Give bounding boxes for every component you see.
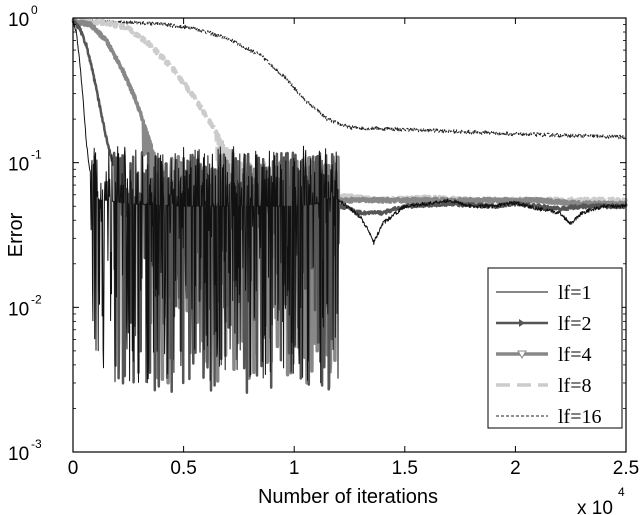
series-line-lf-16 [72, 19, 627, 140]
x-axis-title: Number of iterations [258, 486, 438, 508]
x-tick-label: 0.5 [170, 458, 196, 479]
legend-label-lf-1: lf=1 [558, 282, 592, 304]
y-tick-label-exp: -3 [31, 437, 42, 451]
legend-label-lf-4: lf=4 [558, 344, 592, 366]
y-tick-label-base: 10 [8, 10, 29, 31]
legend-marker-lf-2 [519, 319, 525, 327]
y-axis-title: Error [5, 212, 27, 257]
legend-box [487, 267, 623, 429]
x-tick-label: 0 [68, 458, 79, 479]
x-tick-label: 2 [510, 458, 521, 479]
legend-marker-lf-4 [517, 350, 527, 360]
x-multiplier-label: x 10 [577, 498, 613, 515]
y-tick-label-base: 10 [8, 299, 29, 320]
y-tick-label-base: 10 [8, 155, 29, 176]
y-tick-label-exp: -2 [31, 292, 42, 306]
x-tick-label: 1 [289, 458, 300, 479]
legend-label-lf-8: lf=8 [558, 375, 592, 397]
y-tick-label-base: 10 [8, 444, 29, 465]
series-layer [71, 17, 628, 395]
y-tick-label-exp: -1 [31, 148, 42, 162]
plot-area-frame [72, 17, 627, 453]
x-tick-label: 1.5 [392, 458, 418, 479]
x-multiplier-exp: 4 [618, 485, 625, 499]
legend-label-lf-2: lf=2 [558, 313, 592, 335]
y-tick-label-exp: 0 [31, 3, 38, 17]
legend-label-lf-16: lf=16 [558, 406, 602, 428]
legend: lf=1 lf=2 lf=4 lf=8 lf=16 [487, 267, 623, 429]
series-line-lf-1 [72, 20, 627, 384]
x-tick-label: 2.5 [613, 458, 639, 479]
